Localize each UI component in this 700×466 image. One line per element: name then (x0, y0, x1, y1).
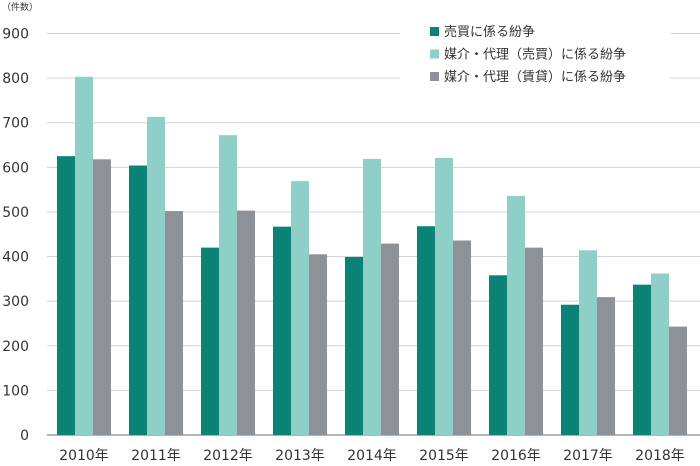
bar-2017年-series-1 (579, 250, 597, 435)
y-tick-label: 800 (2, 71, 29, 87)
y-axis-unit-label: （件数） (2, 1, 38, 13)
legend-swatch (430, 49, 439, 59)
x-tick-label: 2010年 (59, 448, 109, 464)
y-tick-label: 600 (2, 160, 29, 176)
bar-2015年-series-2 (453, 240, 471, 435)
y-tick-label: 900 (2, 27, 29, 43)
bar-2010年-series-0 (57, 156, 75, 436)
bar-2011年-series-1 (147, 116, 165, 435)
bar-2012年-series-1 (219, 135, 237, 436)
bar-2012年-series-2 (237, 210, 255, 435)
bar-2016年-series-2 (525, 247, 543, 435)
bar-2017年-series-2 (597, 297, 615, 435)
bar-2011年-series-0 (129, 165, 147, 435)
x-tick-label: 2015年 (419, 448, 469, 464)
bar-2014年-series-0 (345, 257, 363, 435)
legend-background (400, 20, 670, 90)
legend-label: 媒介・代理（賃貸）に係る紛争 (444, 69, 626, 85)
bar-2013年-series-0 (273, 226, 291, 435)
y-tick-label: 700 (2, 116, 29, 132)
y-tick-label: 200 (2, 339, 29, 355)
x-tick-label: 2018年 (635, 448, 685, 464)
bar-2013年-series-1 (291, 181, 309, 435)
bar-2017年-series-0 (561, 304, 579, 435)
y-axis-ticks: 0 100 200 300 400 500 600 700 800 900 (2, 27, 29, 445)
bar-2016年-series-1 (507, 195, 525, 435)
bar-2013年-series-2 (309, 254, 327, 435)
bar-2018年-series-0 (633, 284, 651, 435)
bar-2014年-series-1 (363, 158, 381, 435)
y-tick-label: 300 (2, 294, 29, 310)
x-tick-label: 2014年 (347, 448, 397, 464)
bar-2011年-series-2 (165, 211, 183, 435)
bars (57, 76, 687, 436)
x-tick-label: 2012年 (203, 448, 253, 464)
bar-2018年-series-1 (651, 273, 669, 435)
x-tick-label: 2013年 (275, 448, 325, 464)
y-tick-label: 100 (2, 383, 29, 399)
x-tick-label: 2016年 (491, 448, 541, 464)
y-tick-label: 500 (2, 205, 29, 221)
x-axis-ticks: 2010年 2011年 2012年 2013年 2014年 2015年 2016年 2017年… (59, 448, 685, 464)
x-tick-label: 2011年 (131, 448, 181, 464)
y-tick-label: 400 (2, 250, 29, 266)
legend-swatch (430, 72, 439, 81)
y-tick-label: 0 (20, 428, 29, 444)
legend-label: 媒介・代理（売買）に係る紛争 (444, 47, 626, 63)
bar-2010年-series-1 (75, 76, 93, 436)
bar-2015年-series-0 (417, 226, 435, 435)
bar-2018年-series-2 (669, 326, 687, 435)
bar-2016年-series-0 (489, 275, 507, 435)
x-tick-label: 2017年 (563, 448, 613, 464)
bar-2012年-series-0 (201, 247, 219, 435)
bar-2010年-series-2 (93, 159, 111, 435)
legend-label: 売買に係る紛争 (444, 24, 535, 40)
legend-swatch (430, 27, 439, 36)
bar-2015年-series-1 (435, 157, 453, 435)
bar-2014年-series-2 (381, 243, 399, 435)
